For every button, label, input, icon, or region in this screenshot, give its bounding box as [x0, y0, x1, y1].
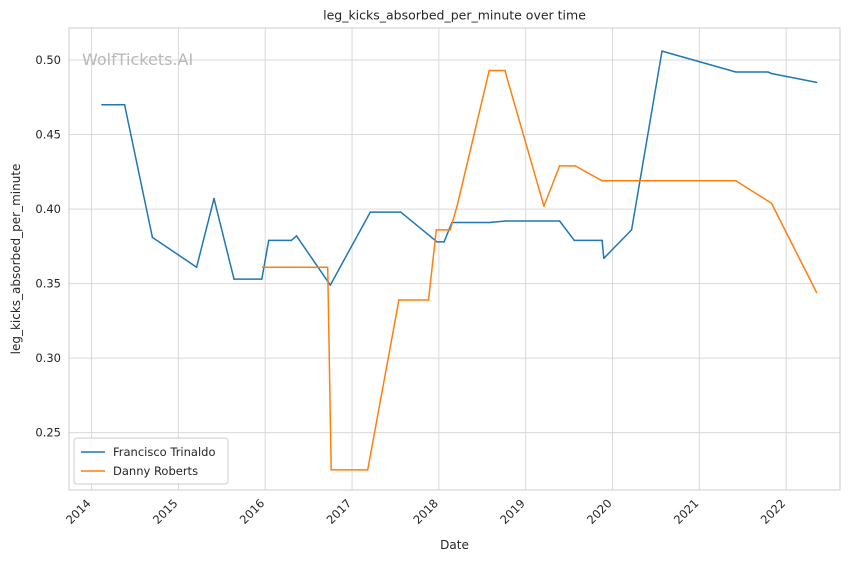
data-point-danny-roberts	[456, 205, 458, 207]
legend-box	[73, 437, 229, 485]
data-point-francisco-trinaldo	[558, 220, 561, 222]
x-tick-label: 2020	[584, 496, 615, 527]
data-point-danny-roberts	[261, 266, 264, 269]
legend: Francisco Trinaldo Danny Roberts	[73, 437, 229, 485]
data-point-francisco-trinaldo	[735, 71, 737, 73]
data-point-danny-roberts	[601, 180, 603, 182]
series-lines	[101, 50, 818, 471]
data-point-danny-roberts	[488, 69, 491, 72]
data-point-francisco-trinaldo	[399, 211, 402, 213]
data-point-danny-roberts	[449, 229, 452, 231]
data-point-danny-roberts	[366, 469, 369, 471]
x-tick-label: 2014	[63, 496, 94, 527]
x-tick-label: 2016	[237, 496, 268, 527]
data-point-francisco-trinaldo	[295, 235, 298, 237]
x-tick-label: 2019	[497, 496, 528, 527]
data-point-francisco-trinaldo	[123, 104, 126, 106]
x-tick-label: 2015	[150, 496, 181, 527]
data-point-francisco-trinaldo	[195, 266, 198, 269]
data-point-francisco-trinaldo	[436, 241, 438, 243]
data-point-francisco-trinaldo	[661, 50, 663, 52]
data-point-francisco-trinaldo	[151, 236, 154, 239]
data-point-danny-roberts	[558, 165, 561, 167]
y-tick-label: 0.25	[35, 426, 61, 440]
data-point-danny-roberts	[770, 202, 773, 204]
y-tick-label: 0.30	[35, 351, 61, 365]
series-line-danny-roberts	[262, 69, 818, 471]
data-point-francisco-trinaldo	[815, 81, 818, 84]
data-point-francisco-trinaldo	[770, 72, 773, 75]
data-point-francisco-trinaldo	[573, 239, 576, 242]
data-point-francisco-trinaldo	[443, 241, 445, 243]
data-point-francisco-trinaldo	[290, 239, 293, 242]
data-point-danny-roberts	[504, 69, 506, 72]
data-point-francisco-trinaldo	[233, 278, 235, 280]
data-point-francisco-trinaldo	[261, 278, 263, 280]
series-line-francisco-trinaldo	[102, 50, 817, 286]
data-point-danny-roberts	[543, 205, 545, 207]
legend-label-francisco-trinaldo: Francisco Trinaldo	[113, 445, 216, 459]
x-axis-label: Date	[440, 538, 469, 552]
x-axis-ticks: 2014 2015 2016 2017 2018 2019 2020 2021 2022	[63, 496, 788, 527]
y-tick-label: 0.45	[35, 128, 61, 142]
y-axis-ticks: 0.25 0.30 0.35 0.40 0.45 0.50	[35, 53, 61, 440]
data-point-danny-roberts	[330, 469, 333, 471]
data-point-francisco-trinaldo	[601, 239, 603, 242]
grid	[69, 28, 840, 490]
x-tick-label: 2021	[671, 496, 702, 527]
y-tick-label: 0.50	[35, 53, 61, 67]
data-point-francisco-trinaldo	[369, 211, 372, 213]
data-point-danny-roberts	[427, 299, 430, 301]
y-tick-label: 0.35	[35, 277, 61, 291]
watermark: WolfTickets.AI	[82, 50, 193, 69]
y-axis-label: leg_kicks_absorbed_per_minute	[9, 164, 23, 355]
data-point-danny-roberts	[735, 180, 737, 182]
legend-label-danny-roberts: Danny Roberts	[113, 464, 198, 478]
data-point-francisco-trinaldo	[329, 284, 332, 286]
data-point-francisco-trinaldo	[630, 229, 633, 231]
data-point-francisco-trinaldo	[488, 221, 491, 224]
data-point-francisco-trinaldo	[603, 257, 605, 260]
x-tick-label: 2022	[758, 496, 789, 527]
chart-title: leg_kicks_absorbed_per_minute over time	[323, 8, 586, 23]
data-point-danny-roberts	[815, 291, 818, 294]
data-point-danny-roberts	[326, 266, 329, 269]
x-tick-label: 2018	[410, 496, 441, 527]
data-point-francisco-trinaldo	[267, 239, 270, 242]
data-point-francisco-trinaldo	[213, 197, 215, 200]
data-point-francisco-trinaldo	[504, 220, 507, 222]
data-point-danny-roberts	[398, 299, 400, 301]
plot-area-frame	[68, 27, 841, 491]
x-tick-label: 2017	[324, 496, 355, 527]
data-point-francisco-trinaldo	[101, 104, 103, 106]
y-tick-label: 0.40	[35, 202, 61, 216]
data-point-francisco-trinaldo	[767, 71, 769, 73]
data-point-danny-roberts	[574, 165, 576, 167]
data-point-danny-roberts	[435, 229, 438, 231]
